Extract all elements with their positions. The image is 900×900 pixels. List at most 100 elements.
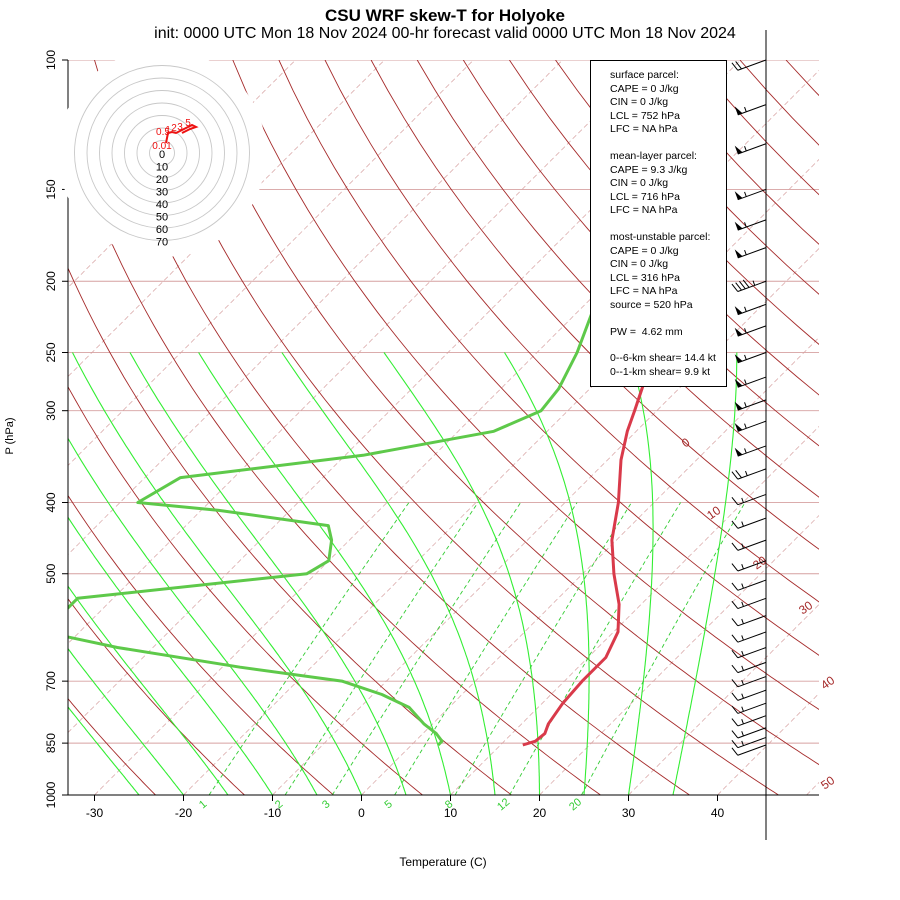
moist-adiabat (68, 516, 273, 795)
barb-half-feather (744, 423, 747, 429)
moist-adiabat (68, 706, 140, 795)
wind-barb (731, 597, 767, 610)
barb-shaft (737, 715, 767, 727)
barb-feather (735, 61, 742, 70)
wind-barb (731, 493, 767, 506)
isotherm-label: 0 (679, 435, 693, 450)
wind-barb (734, 376, 767, 388)
isotherm-label: 10 (704, 503, 723, 522)
y-tick-label: 1000 (44, 781, 58, 808)
mixing-ratio-label: 5 (382, 798, 394, 811)
x-tick-label: -30 (86, 806, 104, 820)
barb-half-feather (744, 191, 747, 197)
moist-adiabat (68, 647, 184, 795)
dry-adiabat (68, 267, 513, 795)
surface-cin: CIN = 0 J/kg (610, 96, 669, 109)
barb-feather (731, 730, 739, 739)
hodograph-ring-label: 30 (156, 187, 168, 199)
wind-barb (731, 744, 767, 756)
hodograph-ring (99, 90, 225, 216)
barb-half-feather (744, 222, 747, 228)
barb-half-feather (741, 497, 744, 503)
barb-flag (734, 191, 743, 200)
mean-layer-cape: CAPE = 9.3 J/kg (610, 163, 688, 176)
barb-feather (731, 718, 739, 727)
barb-half-feather (744, 402, 747, 408)
barb-shaft (737, 539, 767, 551)
barb-feather (731, 618, 739, 627)
most-unstable-source: source = 520 hPa (610, 298, 693, 311)
barb-shaft (737, 689, 767, 701)
dry-adiabat (832, 60, 900, 811)
moist-adiabat (198, 352, 452, 795)
wind-barb (734, 219, 767, 231)
barb-feather (731, 563, 739, 572)
wind-barb (731, 631, 767, 643)
hodograph-point-label: 2 (171, 123, 177, 134)
x-tick-label: -10 (264, 806, 282, 820)
hodograph-ring-label: 10 (156, 162, 168, 174)
barb-half-feather (741, 693, 744, 699)
mixing-ratio-label: 3 (320, 798, 332, 811)
barb-flag (734, 306, 743, 315)
dry-adiabat (68, 697, 157, 795)
y-tick-label: 500 (44, 563, 58, 583)
barb-half-feather (741, 731, 744, 737)
barb-flag (734, 423, 743, 432)
wind-barb (734, 399, 767, 411)
barb-shaft (737, 579, 767, 591)
barb-feather (731, 496, 739, 506)
barb-shaft (737, 468, 767, 480)
dry-adiabat (68, 128, 602, 795)
mixing-ratio-line (284, 502, 479, 795)
isotherm-line (183, 159, 819, 795)
dry-adiabat (324, 60, 819, 603)
mixing-ratio-line (208, 502, 410, 795)
x-tick-label: 10 (444, 806, 458, 820)
dry-adiabat (878, 60, 900, 811)
mean-layer-lfc: LFC = NA hPa (610, 204, 678, 217)
wind-barb (734, 143, 767, 155)
hodograph-background (58, 49, 266, 257)
barb-feather (731, 650, 739, 659)
isotherm-label: 30 (796, 598, 815, 617)
wind-barb (731, 689, 767, 701)
chart-title: CSU WRF skew-T for Holyoke (325, 6, 565, 25)
wind-barb (734, 104, 767, 116)
x-tick-label: 30 (622, 806, 636, 820)
barb-shaft (737, 59, 767, 71)
moist-adiabat (72, 352, 363, 795)
wind-barb (731, 615, 767, 627)
barb-shaft (737, 736, 767, 749)
barb-half-feather (741, 543, 744, 549)
wind-barb (731, 468, 767, 480)
barb-feather (731, 739, 739, 749)
mixing-ratio-line (331, 502, 522, 795)
barb-half-feather (741, 665, 744, 671)
barb-flag (734, 378, 743, 388)
x-tick-label: 40 (711, 806, 725, 820)
hodograph-ring-label: 0 (159, 149, 165, 161)
dry-adiabat (232, 60, 819, 711)
mixing-ratio-line (454, 502, 632, 795)
dry-adiabat (509, 60, 819, 396)
dry-adiabat (68, 598, 246, 795)
wind-barb (731, 727, 767, 739)
wind-barb (734, 420, 767, 432)
barb-half-feather (744, 306, 747, 312)
barb-feather (731, 600, 739, 609)
barb-half-feather (744, 354, 747, 360)
surface-lcl: LCL = 752 hPa (610, 109, 680, 122)
barb-half-feather (741, 740, 744, 746)
hodograph-point-label: 3 (177, 122, 183, 133)
barb-shaft (737, 676, 767, 688)
hodograph-ring-label: 60 (156, 224, 168, 236)
wind-barb (731, 715, 767, 727)
mean-layer-cin: CIN = 0 J/kg (610, 177, 669, 190)
mixing-ratio-label: 12 (495, 796, 512, 813)
hodograph-ring-label: 50 (156, 212, 168, 224)
barb-shaft (737, 517, 767, 529)
barb-half-feather (752, 280, 756, 286)
